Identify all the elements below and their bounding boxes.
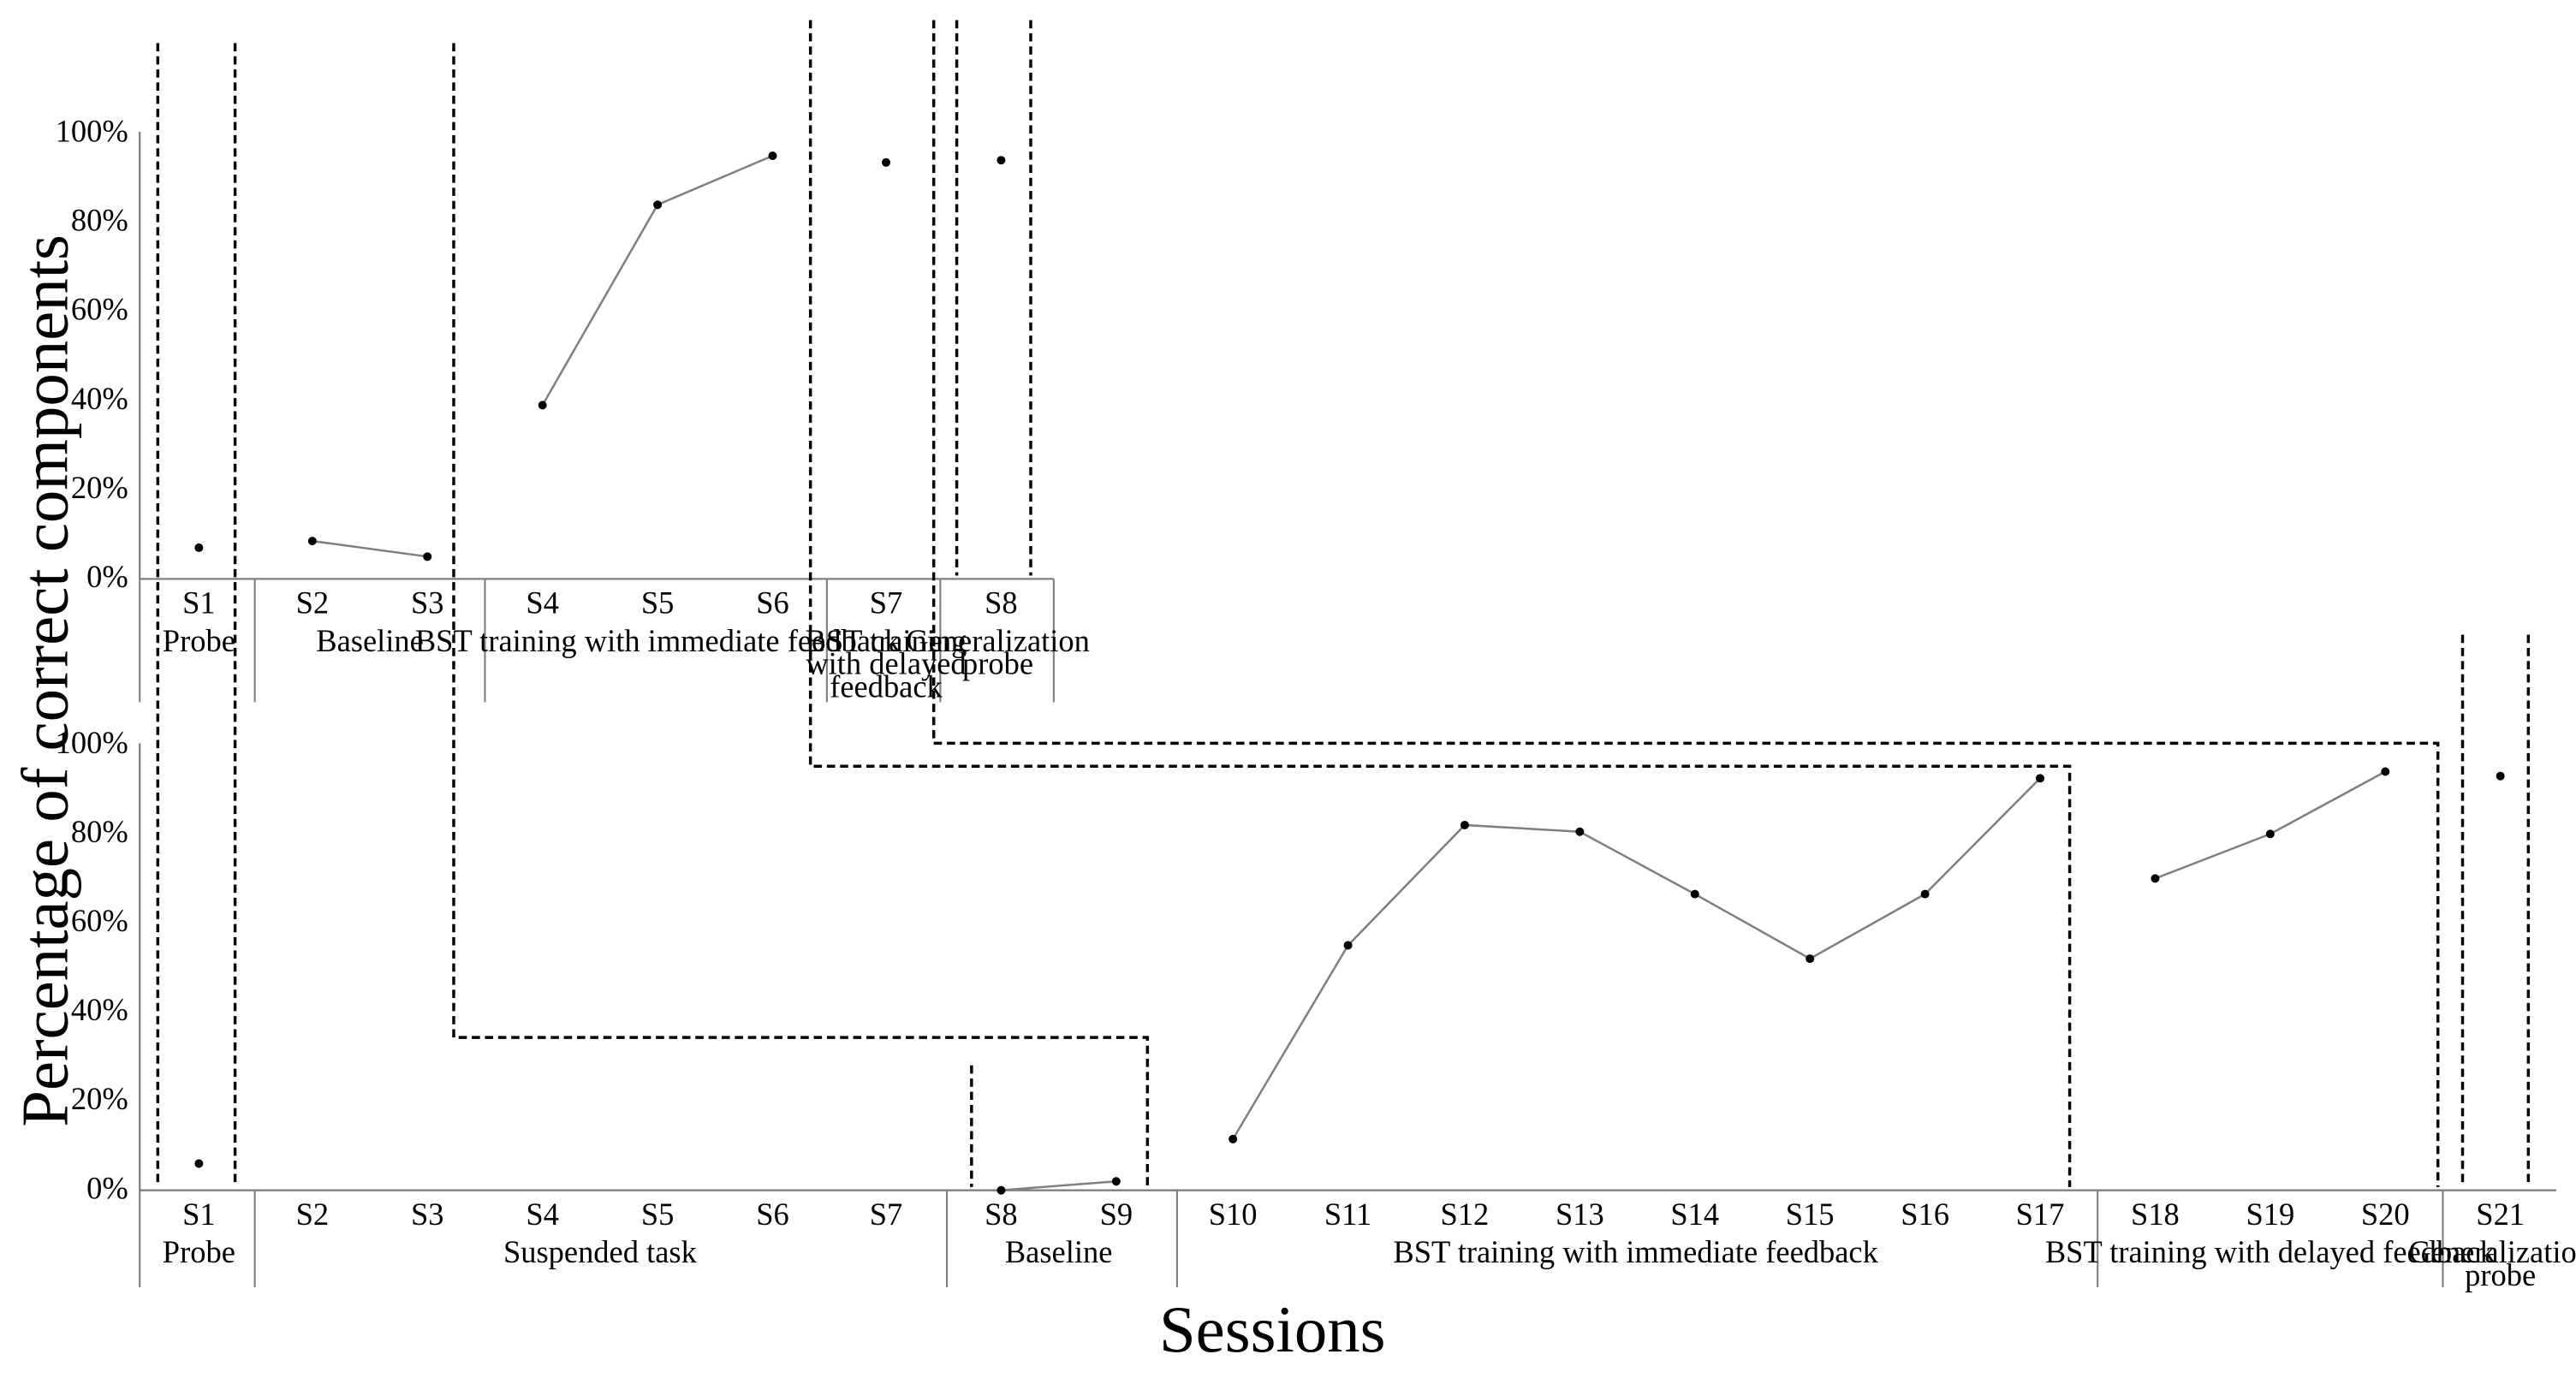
- session-label: S11: [1324, 1197, 1371, 1232]
- session-label: S2: [296, 1197, 330, 1232]
- data-point: [538, 401, 547, 410]
- data-point: [2151, 874, 2160, 883]
- session-label: S9: [1100, 1197, 1133, 1232]
- y-tick-label: 20%: [71, 470, 128, 505]
- phase-label-area: [139, 579, 2444, 1287]
- session-label: S5: [641, 585, 675, 621]
- data-point: [194, 1159, 204, 1168]
- session-label: S4: [526, 1197, 559, 1232]
- phase-change-lines: [156, 20, 2531, 1187]
- data-point-markers: [194, 151, 2505, 1195]
- data-point: [1343, 941, 1353, 950]
- phase-label: Suspended task: [503, 1234, 698, 1269]
- data-point: [2381, 767, 2390, 776]
- y-tick-label: 100%: [56, 114, 128, 149]
- data-point: [194, 543, 204, 552]
- phase-label: BST training with immediate feedback: [415, 623, 901, 658]
- data-point: [2036, 774, 2044, 783]
- session-label: S8: [985, 1197, 1018, 1232]
- phase-label: Baseline: [1005, 1234, 1113, 1269]
- data-line: [2154, 770, 2386, 880]
- y-tick-label: 0%: [86, 1170, 128, 1205]
- session-label: S12: [1441, 1197, 1490, 1232]
- phase-label: Generalization probe: [906, 623, 1090, 681]
- y-tick-label: 40%: [71, 381, 128, 416]
- data-point: [423, 552, 432, 561]
- baseline-end-line: [452, 43, 1150, 1187]
- session-label: S13: [1556, 1197, 1604, 1232]
- session-label: S8: [985, 585, 1018, 621]
- data-point: [1229, 1134, 1238, 1143]
- data-point: [2265, 829, 2275, 839]
- phase-label: BST training with immediate feedback: [1393, 1234, 1878, 1269]
- session-label: S3: [411, 1197, 444, 1232]
- session-label: S19: [2246, 1197, 2294, 1232]
- session-label: S2: [296, 585, 330, 621]
- data-line: [312, 539, 428, 558]
- session-label: S15: [1786, 1197, 1835, 1232]
- session-label: S10: [1209, 1197, 1258, 1232]
- session-label: S6: [756, 1197, 789, 1232]
- data-point: [2496, 771, 2505, 781]
- data-point: [1806, 954, 1815, 964]
- x-axis-label: Sessions: [1159, 1293, 1386, 1366]
- session-label: S17: [2016, 1197, 2065, 1232]
- y-tick-label: 100%: [56, 725, 128, 760]
- top-y-axis-ticks: 0% 20% 40% 60% 80% 100%: [56, 114, 128, 594]
- data-line: [1232, 777, 2041, 1140]
- y-tick-label: 20%: [71, 1081, 128, 1116]
- y-tick-label: 80%: [71, 814, 128, 849]
- data-point: [768, 151, 777, 160]
- y-tick-label: 0%: [86, 559, 128, 594]
- phase-label: Baseline: [316, 623, 424, 658]
- data-point: [996, 156, 1006, 165]
- session-label: S14: [1670, 1197, 1719, 1232]
- session-label: S6: [756, 585, 789, 621]
- session-label: S4: [526, 585, 559, 621]
- session-label: S7: [870, 1197, 903, 1232]
- data-point: [1575, 827, 1585, 836]
- session-label: S3: [411, 585, 444, 621]
- data-point: [653, 200, 663, 210]
- data-point: [1460, 820, 1469, 829]
- session-label: S5: [641, 1197, 675, 1232]
- phase-label: Probe: [163, 1234, 235, 1269]
- y-tick-label: 60%: [71, 903, 128, 938]
- data-point: [1690, 889, 1699, 899]
- data-point: [307, 537, 317, 546]
- session-label: S1: [182, 585, 216, 621]
- axes-frame: [139, 132, 2556, 1191]
- data-point: [1920, 889, 1930, 899]
- data-line: [1001, 1180, 1116, 1191]
- y-tick-label: 40%: [71, 992, 128, 1027]
- session-labels: S1 S2 S3 S4 S5 S6 S7 S8 S1 S2 S3 S4 S5 S6 S7 S8 S9 S10 S11…: [182, 585, 2525, 1232]
- delayed-feedback-end-line: [931, 20, 2440, 1187]
- y-axis-label: Percentage of correct components: [9, 235, 82, 1127]
- session-label: S1: [182, 1197, 216, 1232]
- phase-label: BST training with delayed feedback: [2045, 1234, 2496, 1269]
- phase-label: Generalization probe: [2408, 1234, 2576, 1292]
- session-label: S7: [870, 585, 903, 621]
- y-tick-label: 60%: [71, 292, 128, 327]
- phase-label: Probe: [163, 623, 235, 658]
- session-label: S18: [2131, 1197, 2180, 1232]
- session-label: S16: [1901, 1197, 1949, 1232]
- data-point: [1111, 1177, 1121, 1186]
- data-point: [996, 1185, 1006, 1195]
- data-path-lines: [312, 154, 2386, 1191]
- session-label: S21: [2476, 1197, 2525, 1232]
- immediate-feedback-end-line: [808, 20, 2072, 1187]
- y-tick-label: 80%: [71, 203, 128, 238]
- session-label: S20: [2361, 1197, 2410, 1232]
- bottom-y-axis-ticks: 0% 20% 40% 60% 80% 100%: [56, 725, 128, 1205]
- data-point: [882, 157, 890, 167]
- data-line: [541, 154, 773, 407]
- phase-label: BST training with delayed feedback: [806, 623, 967, 704]
